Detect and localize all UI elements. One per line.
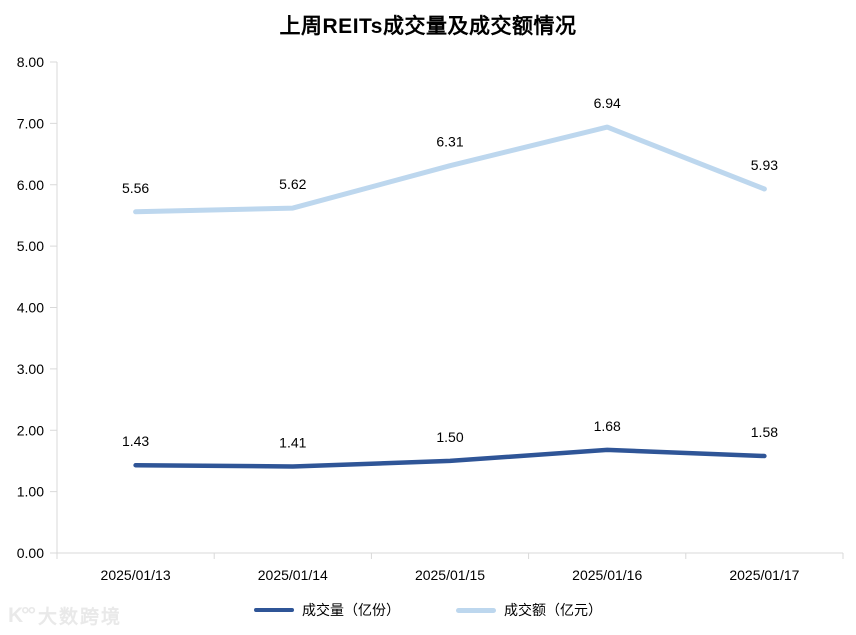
legend-item-1: 成交额（亿元） bbox=[456, 600, 602, 620]
legend: 成交量（亿份） 成交额（亿元） bbox=[0, 600, 856, 620]
y-axis-label: 8.00 bbox=[17, 54, 44, 70]
y-axis-label: 1.00 bbox=[17, 484, 44, 500]
x-axis-label: 2025/01/16 bbox=[572, 567, 642, 583]
legend-label: 成交额（亿元） bbox=[504, 602, 602, 618]
x-axis-label: 2025/01/13 bbox=[101, 567, 171, 583]
series-line-0 bbox=[133, 447, 767, 469]
chart-title: 上周REITs成交量及成交额情况 bbox=[279, 15, 577, 38]
legend-swatch bbox=[254, 607, 294, 613]
y-axis-label: 3.00 bbox=[17, 361, 44, 377]
series-line-1 bbox=[133, 124, 767, 215]
legend-item-0: 成交量（亿份） bbox=[254, 600, 400, 620]
legend-swatch bbox=[456, 607, 496, 613]
y-axis-label: 2.00 bbox=[17, 422, 44, 438]
y-axis-label: 5.00 bbox=[17, 238, 44, 254]
data-label: 6.94 bbox=[594, 95, 621, 111]
data-label: 1.58 bbox=[751, 424, 778, 440]
legend-label: 成交量（亿份） bbox=[302, 602, 400, 618]
data-label: 1.50 bbox=[436, 429, 463, 445]
data-label: 1.43 bbox=[122, 433, 149, 449]
y-axis-label: 7.00 bbox=[17, 115, 44, 131]
data-label: 5.62 bbox=[279, 176, 306, 192]
y-axis-label: 0.00 bbox=[17, 545, 44, 561]
data-label: 1.41 bbox=[279, 434, 306, 450]
data-label: 5.56 bbox=[122, 180, 149, 196]
watermark-label: 大数跨境 bbox=[37, 607, 122, 628]
data-label: 6.31 bbox=[436, 134, 463, 150]
x-axis-label: 2025/01/17 bbox=[729, 567, 799, 583]
dashukuajing-logo-icon: K°° bbox=[8, 603, 36, 627]
watermark: K°° 大数跨境 bbox=[8, 602, 122, 629]
data-label: 1.68 bbox=[594, 418, 621, 434]
data-label: 5.93 bbox=[751, 157, 778, 173]
y-axis-label: 6.00 bbox=[17, 177, 44, 193]
y-axis-label: 4.00 bbox=[17, 300, 44, 316]
x-axis-label: 2025/01/14 bbox=[258, 567, 328, 583]
x-axis-label: 2025/01/15 bbox=[415, 567, 485, 583]
